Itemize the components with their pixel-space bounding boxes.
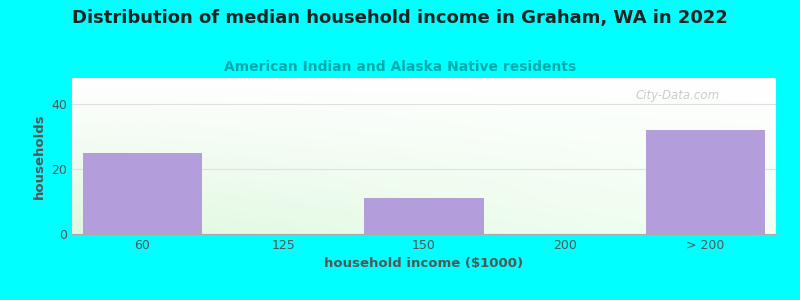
Y-axis label: households: households <box>33 113 46 199</box>
Text: Distribution of median household income in Graham, WA in 2022: Distribution of median household income … <box>72 9 728 27</box>
Text: American Indian and Alaska Native residents: American Indian and Alaska Native reside… <box>224 60 576 74</box>
Text: City-Data.com: City-Data.com <box>635 89 719 102</box>
X-axis label: household income ($1000): household income ($1000) <box>325 257 523 270</box>
Bar <box>82 153 202 234</box>
Bar <box>364 198 484 234</box>
Bar <box>646 130 766 234</box>
